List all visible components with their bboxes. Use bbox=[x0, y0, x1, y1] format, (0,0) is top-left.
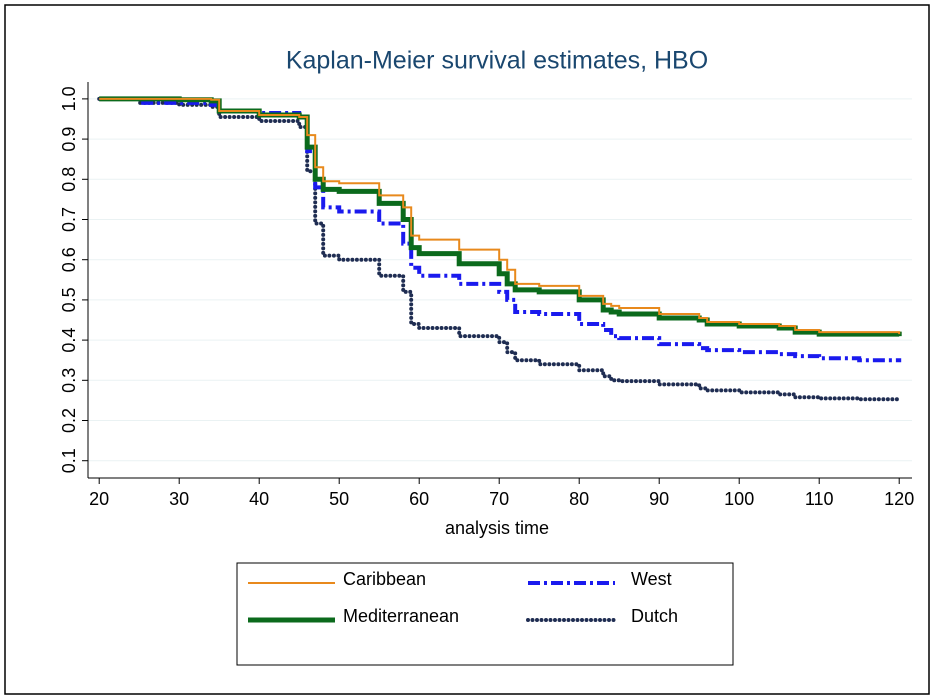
y-tick-label: 0.9 bbox=[59, 127, 79, 152]
legend-label: Mediterranean bbox=[343, 606, 459, 626]
x-tick-label: 40 bbox=[249, 489, 269, 509]
survival-line bbox=[99, 97, 901, 335]
y-tick-label: 0.5 bbox=[59, 287, 79, 312]
legend-label: Caribbean bbox=[343, 569, 426, 589]
x-tick-label: 110 bbox=[805, 489, 834, 509]
y-tick-label: 0.8 bbox=[59, 167, 79, 192]
x-tick-label: 80 bbox=[569, 489, 589, 509]
x-tick-label: 90 bbox=[649, 489, 669, 509]
y-tick-label: 0.4 bbox=[59, 328, 79, 353]
x-axis-label: analysis time bbox=[445, 518, 549, 538]
x-tick-label: 120 bbox=[884, 489, 914, 509]
y-tick-label: 0.7 bbox=[59, 207, 79, 232]
x-tick-label: 20 bbox=[89, 489, 109, 509]
survival-line bbox=[97, 96, 902, 403]
x-tick-label: 100 bbox=[724, 489, 754, 509]
y-tick-label: 0.2 bbox=[59, 408, 79, 433]
legend-label: West bbox=[631, 569, 672, 589]
legend-box bbox=[236, 562, 734, 666]
y-tick-label: 0.3 bbox=[59, 368, 79, 393]
x-tick-label: 70 bbox=[489, 489, 509, 509]
y-tick-label: 0.1 bbox=[59, 448, 79, 473]
legend-label: Dutch bbox=[631, 606, 678, 626]
y-tick-label: 0.6 bbox=[59, 247, 79, 272]
x-tick-label: 50 bbox=[329, 489, 349, 509]
x-tick-label: 60 bbox=[409, 489, 429, 509]
y-tick-label: 1.0 bbox=[59, 86, 79, 111]
x-tick-label: 30 bbox=[169, 489, 189, 509]
chart-title: Kaplan-Meier survival estimates, HBO bbox=[286, 47, 708, 75]
